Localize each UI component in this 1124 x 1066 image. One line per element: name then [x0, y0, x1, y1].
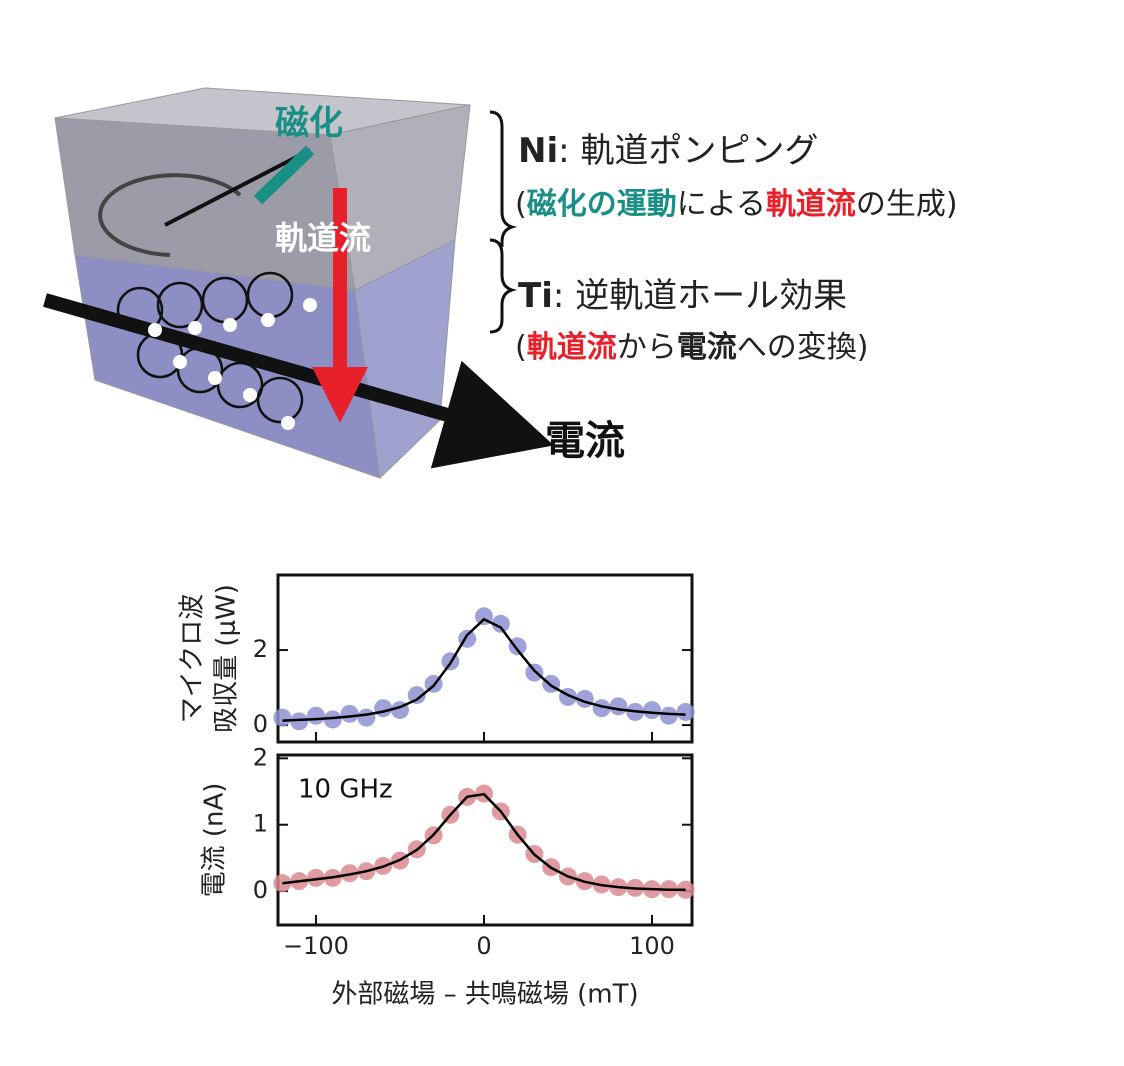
electrons: [148, 298, 317, 430]
magnet-axis: [164, 148, 311, 227]
ni-sub: (磁化の運動による軌道流の生成): [515, 187, 958, 222]
y-tick-label: 2: [253, 743, 268, 771]
data-point: [491, 614, 510, 633]
seg: による: [677, 187, 766, 222]
data-point: [340, 864, 359, 883]
ni-line: Ni: 軌道ポンピング: [518, 131, 818, 171]
data-point: [374, 699, 393, 718]
y-axis-label: マイクロ波: [178, 594, 208, 723]
seg: 電流: [677, 330, 737, 365]
x-axis-label: 外部磁場 – 共鳴磁場 (mT): [331, 980, 638, 1010]
y-tick-label: 0: [253, 710, 268, 738]
data-point: [273, 708, 292, 727]
magnetization-label: 磁化: [275, 104, 343, 144]
seg: の生成): [856, 187, 958, 222]
plot: 0 1 2 −100 0 100 電流 (nA) 10 GHz 外部磁場 – 共鳴磁場 (mT): [200, 743, 695, 1010]
seg: 軌道流: [527, 330, 617, 365]
seg: 軌道流: [766, 187, 856, 222]
data-point: [676, 702, 695, 721]
fit-line: [282, 792, 686, 892]
current-label: 電流: [545, 418, 625, 464]
data-point: [357, 708, 376, 727]
ti-line: Ti: 逆軌道ホール効果: [518, 276, 847, 316]
plot: 0 2 マイクロ波 吸収量 (μW): [178, 573, 695, 744]
data-point: [323, 710, 342, 729]
x-tick-label: −100: [283, 932, 349, 960]
ni-element: Ni: [518, 131, 558, 171]
data-point: [407, 686, 426, 705]
plot-frame: [276, 573, 694, 744]
data-point: [340, 704, 359, 723]
fit-line: [282, 617, 686, 722]
x-tick-label: 100: [629, 932, 675, 960]
data-point: [659, 706, 678, 725]
seg: (: [515, 330, 527, 365]
data-point: [609, 697, 628, 716]
data-point: [592, 699, 611, 718]
data-point: [290, 712, 309, 731]
seg: から: [617, 330, 677, 365]
x-tick-label: 0: [476, 932, 491, 960]
data-point: [508, 637, 527, 656]
precession-orbit: [98, 173, 242, 257]
orbital-current-label: 軌道流: [275, 219, 371, 257]
y-axis-label: 吸収量 (μW): [212, 584, 242, 733]
y-tick-label: 2: [253, 635, 268, 663]
data-point: [676, 880, 695, 899]
data-point: [525, 663, 544, 682]
seg: への変換): [737, 330, 869, 365]
ti-sub: (軌道流から電流への変換): [515, 330, 868, 365]
magnetization-arrow: [253, 145, 315, 205]
data-point: [306, 706, 325, 725]
y-tick-label: 0: [253, 876, 268, 904]
ni-text: : 軌道ポンピング: [558, 131, 818, 171]
ti-text: : 逆軌道ホール効果: [553, 276, 847, 316]
y-tick-label: 1: [253, 810, 268, 838]
seg: 磁化の運動: [527, 187, 677, 222]
data-point: [306, 868, 325, 887]
data-point: [643, 701, 662, 720]
data-point: [273, 874, 292, 893]
device-diagram: 磁化 軌道流 電流 Ni: 軌道ポンピング (磁化の運動による軌道流の生成) T…: [43, 87, 958, 480]
plot-frame: [276, 753, 694, 927]
ni-brace: [489, 110, 518, 247]
ti-brace: [489, 238, 518, 334]
annotation: 10 GHz: [298, 775, 393, 805]
y-axis-label: 電流 (nA): [200, 783, 230, 898]
ti-element: Ti: [518, 276, 553, 316]
seg: (: [515, 187, 527, 222]
